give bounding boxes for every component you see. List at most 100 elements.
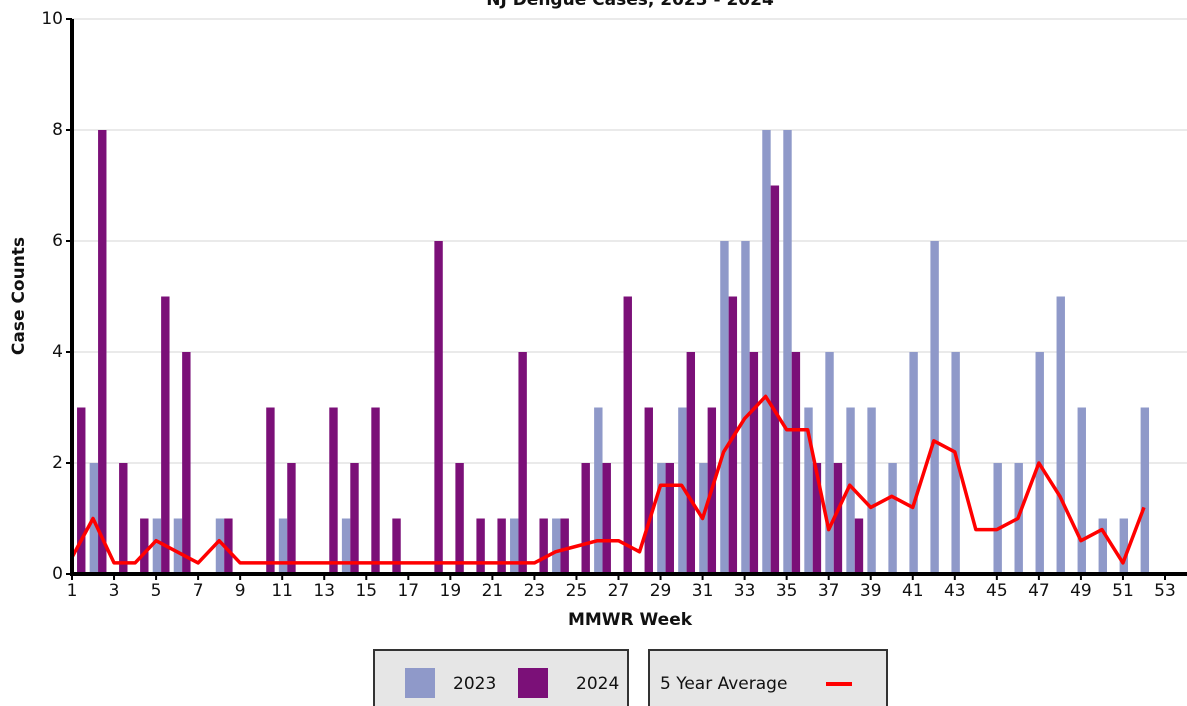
bar (770, 185, 780, 574)
x-tick-label: 47 (1028, 581, 1050, 601)
bar (812, 463, 822, 574)
x-tick-label: 9 (235, 581, 246, 601)
legend-swatch (518, 668, 548, 698)
bar (1140, 407, 1150, 574)
x-axis-label: MMWR Week (568, 610, 693, 630)
bar (909, 352, 918, 574)
x-tick-label: 5 (151, 581, 162, 601)
x-tick-label: 33 (734, 581, 756, 601)
bar (720, 241, 729, 574)
bar (888, 463, 897, 574)
bar (287, 463, 296, 574)
bar (266, 407, 275, 574)
x-tick-label: 17 (397, 581, 419, 601)
bar (182, 352, 191, 574)
bar (602, 463, 611, 574)
x-tick-label: 11 (271, 581, 293, 601)
bar (993, 463, 1002, 574)
x-tick-label: 21 (482, 581, 504, 601)
bar (560, 518, 569, 574)
bar (161, 296, 170, 574)
bar (77, 407, 86, 574)
x-tick-label: 41 (902, 581, 924, 601)
bar (98, 130, 107, 574)
y-tick-label: 6 (52, 231, 63, 251)
x-tick-label: 45 (986, 581, 1008, 601)
legend-swatch (405, 668, 435, 698)
x-tick-label: 43 (944, 581, 966, 601)
x-tick-label: 49 (1070, 581, 1092, 601)
y-tick-label: 0 (52, 564, 63, 584)
bar (594, 407, 603, 574)
bar (741, 241, 750, 574)
y-tick-label: 8 (52, 120, 63, 140)
bar (657, 463, 666, 574)
bar (539, 518, 548, 574)
bar (581, 463, 590, 574)
bar (678, 407, 687, 574)
legend-label: 2024 (576, 674, 619, 694)
bar (455, 463, 464, 574)
x-tick-label: 27 (608, 581, 630, 601)
bar (846, 407, 855, 574)
bar (749, 352, 759, 574)
x-tick-label: 7 (193, 581, 204, 601)
legend-label: 5 Year Average (660, 674, 787, 694)
bar (623, 296, 632, 574)
bar (497, 518, 506, 574)
x-tick-label: 3 (109, 581, 120, 601)
x-tick-label: 13 (313, 581, 335, 601)
bar (140, 518, 149, 574)
bar (951, 352, 960, 574)
bar (341, 518, 351, 574)
bar (510, 518, 519, 574)
bar (518, 352, 527, 574)
bar (119, 463, 128, 574)
y-axis-label: Case Counts (9, 237, 29, 355)
bar (1077, 407, 1086, 574)
bar (804, 407, 813, 574)
x-tick-label: 35 (776, 581, 798, 601)
bar (152, 518, 162, 574)
bar (350, 463, 359, 574)
legend-label: 2023 (453, 674, 496, 694)
x-tick-label: 51 (1112, 581, 1134, 601)
bar (644, 407, 653, 574)
chart-title: NJ Dengue Cases, 2023 - 2024 (486, 0, 774, 10)
bar (329, 407, 338, 574)
bar (665, 463, 674, 574)
bar (783, 130, 792, 574)
x-tick-label: 23 (524, 581, 546, 601)
bar (215, 518, 225, 574)
bar (1056, 296, 1065, 574)
bar (434, 241, 443, 574)
bar (867, 407, 876, 574)
bar (278, 518, 288, 574)
x-tick-label: 25 (566, 581, 588, 601)
x-tick-label: 1 (67, 581, 78, 601)
bar (1098, 518, 1107, 574)
bar (854, 518, 864, 574)
x-tick-label: 31 (692, 581, 714, 601)
bar (552, 518, 561, 574)
y-tick-label: 2 (52, 453, 63, 473)
x-tick-label: 15 (355, 581, 377, 601)
bar (833, 463, 843, 574)
y-tick-label: 4 (52, 342, 63, 362)
bar (392, 518, 401, 574)
line (70, 394, 1146, 565)
bar (791, 352, 801, 574)
bar (686, 352, 696, 574)
bar (173, 518, 183, 574)
bar (224, 518, 233, 574)
bar (476, 518, 485, 574)
legend-box (648, 649, 888, 706)
bar (371, 407, 380, 574)
x-tick-label: 53 (1154, 581, 1176, 601)
bar (825, 352, 834, 574)
bar (762, 130, 771, 574)
x-tick-label: 29 (650, 581, 672, 601)
x-tick-label: 19 (440, 581, 462, 601)
x-tick-label: 37 (818, 581, 840, 601)
